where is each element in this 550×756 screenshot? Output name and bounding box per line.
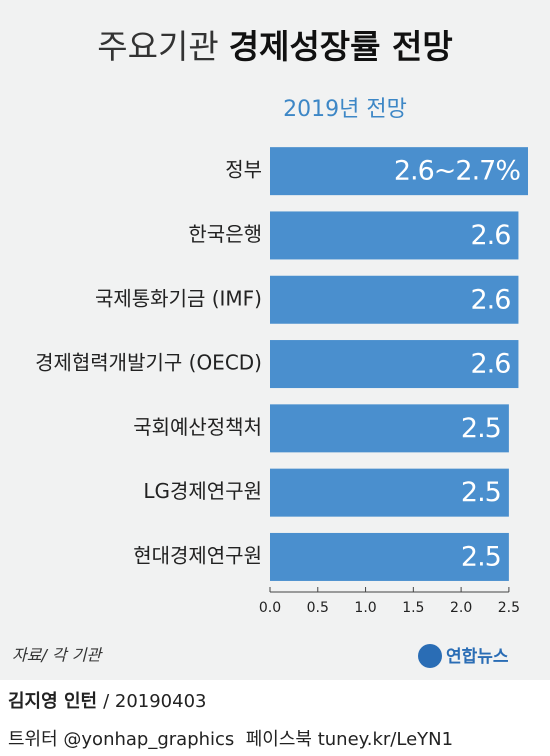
- social: 트위터 @yonhap_graphics 페이스북 tuney.kr/LeYN1: [8, 729, 453, 750]
- source: 자료/ 각 기관: [12, 646, 103, 665]
- value-label: 2.6: [470, 284, 510, 315]
- subtitle: 2019년 전망: [283, 97, 407, 122]
- bar: [270, 147, 528, 196]
- category-label: 경제협력개발기구 (OECD): [35, 351, 262, 375]
- bar: [270, 340, 519, 389]
- x-tick-label: 1.0: [354, 600, 376, 616]
- value-label: 2.5: [461, 413, 501, 444]
- category-label: 현대경제연구원: [133, 543, 262, 567]
- x-tick-label: 1.5: [402, 600, 424, 616]
- value-label: 2.5: [461, 541, 501, 572]
- x-tick-label: 2.0: [450, 600, 472, 616]
- bar: [270, 275, 519, 324]
- x-tick-label: 2.5: [498, 600, 520, 616]
- date: / 20190403: [103, 691, 206, 712]
- byline: 김지영 인턴 / 20190403: [8, 691, 206, 712]
- logo: 연합뉴스: [446, 646, 509, 667]
- value-label: 2.6~2.7%: [394, 156, 521, 187]
- bar: [270, 404, 509, 453]
- x-tick-label: 0.5: [307, 600, 329, 616]
- category-label: 정부: [225, 158, 262, 182]
- author: 김지영 인턴: [8, 691, 97, 712]
- value-label: 2.6: [470, 220, 510, 251]
- category-label: 국제통화기금 (IMF): [95, 286, 262, 310]
- x-tick-label: 0.0: [259, 600, 281, 616]
- bar: [270, 532, 509, 581]
- value-label: 2.5: [461, 477, 501, 508]
- category-label: LG경제연구원: [143, 479, 262, 503]
- chart-title: 주요기관 경제성장률 전망: [97, 27, 452, 66]
- bar: [270, 211, 519, 260]
- title-bold: 경제성장률 전망: [229, 27, 453, 66]
- logo-icon: [418, 644, 442, 668]
- title-light: 주요기관: [97, 27, 218, 66]
- value-label: 2.6: [470, 349, 510, 380]
- category-label: 한국은행: [188, 222, 262, 246]
- category-label: 국회예산정책처: [133, 415, 262, 439]
- bar: [270, 468, 509, 517]
